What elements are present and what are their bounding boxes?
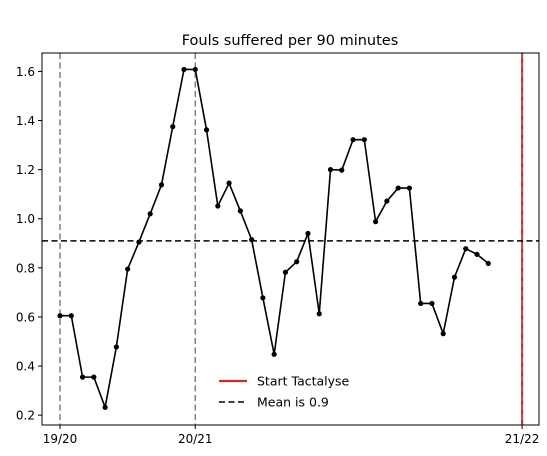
data-point [339, 167, 345, 173]
data-point [237, 208, 243, 214]
data-point [147, 211, 153, 217]
data-point [418, 300, 424, 307]
data-point [327, 167, 334, 173]
data-point [451, 274, 458, 280]
data-point [91, 374, 97, 380]
x-tick-label: 21/22 [505, 432, 540, 446]
data-point [282, 269, 289, 275]
legend-label-mean: Mean is 0.9 [257, 395, 329, 410]
data-point [170, 124, 176, 130]
data-point [203, 127, 210, 133]
y-tick-label: 0.2 [16, 409, 35, 423]
chart-title: Fouls suffered per 90 minutes [182, 33, 399, 49]
data-point [372, 219, 379, 225]
legend: Start Tactalyse Mean is 0.9 [219, 374, 350, 410]
data-point [384, 198, 390, 204]
y-tick-label: 0.8 [16, 261, 35, 275]
y-tick-label: 1.2 [16, 163, 35, 177]
data-point [271, 351, 277, 357]
data-point [113, 344, 119, 350]
data-point [406, 185, 412, 191]
x-tick-label: 20/21 [178, 432, 213, 446]
y-tick-label: 0.6 [16, 310, 35, 324]
data-point [125, 266, 131, 272]
y-tick-label: 1.0 [16, 212, 35, 226]
data-point [215, 203, 221, 209]
y-tick-label: 1.6 [16, 65, 35, 79]
data-point [294, 259, 300, 265]
legend-label-start-tactalyse: Start Tactalyse [257, 374, 350, 389]
data-point [485, 260, 491, 267]
data-point [361, 137, 367, 143]
data-point [102, 404, 108, 410]
data-point [429, 300, 435, 307]
data-point [136, 239, 142, 245]
data-point [305, 230, 311, 237]
data-point [249, 237, 255, 243]
data-point [192, 66, 198, 73]
data-point [350, 137, 356, 143]
data-point [68, 313, 74, 319]
plot-area: 0.2 0.4 0.6 0.8 1.0 1.2 1.4 1.6 19/20 20/21 21/22 [16, 53, 539, 446]
data-point [440, 331, 446, 337]
data-point [463, 246, 469, 252]
data-point [395, 185, 401, 191]
axes-frame [41, 52, 540, 426]
data-point [158, 182, 165, 188]
data-point [79, 374, 86, 380]
data-point [260, 295, 266, 301]
data-point [57, 313, 63, 319]
data-point [474, 251, 480, 257]
data-point [316, 311, 322, 317]
data-point [181, 66, 187, 73]
data-point [226, 180, 232, 186]
x-tick-label: 19/20 [43, 432, 78, 446]
y-tick-label: 0.4 [16, 360, 35, 374]
y-tick-label: 1.4 [16, 114, 35, 128]
